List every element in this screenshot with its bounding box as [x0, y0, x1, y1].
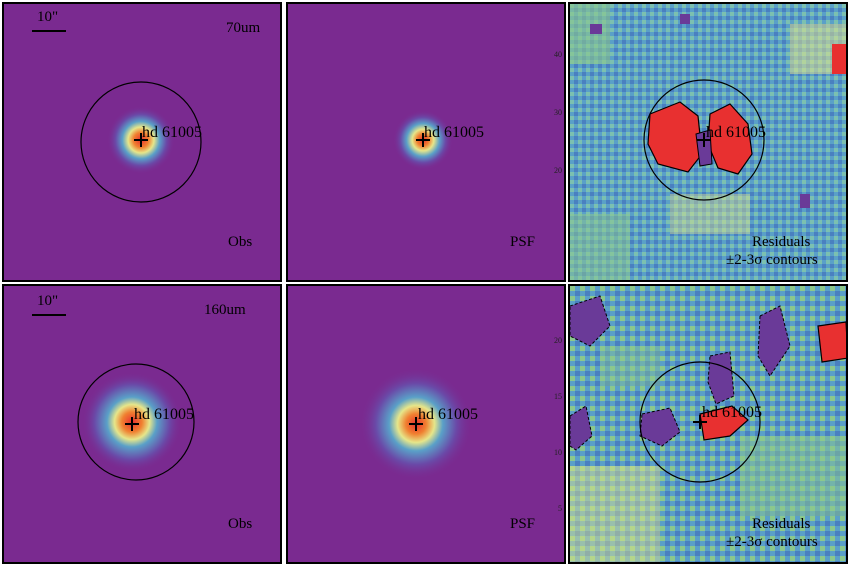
- scale-bar: [32, 30, 66, 32]
- scale-bar: [32, 314, 66, 316]
- panel-label: PSF: [510, 516, 536, 532]
- source-marker: [416, 133, 430, 147]
- source-label: hd 61005: [706, 124, 766, 141]
- source-label: hd 61005: [702, 404, 762, 421]
- panel-label: PSF: [510, 234, 536, 250]
- scale-label: 10": [37, 9, 59, 25]
- source-label: hd 61005: [424, 124, 484, 141]
- residual-image-70um: [570, 4, 846, 280]
- panel-70um-psf: 40 30 20 hd 61005 PSF: [286, 2, 566, 282]
- panel-label: Obs: [228, 516, 253, 532]
- psf-image-160um: [288, 286, 564, 562]
- source-marker: [693, 415, 707, 429]
- source-marker: [125, 417, 139, 431]
- y-tick: 20: [554, 166, 562, 175]
- scale-label: 10": [37, 293, 59, 309]
- panel-label-residuals: Residuals: [752, 516, 811, 532]
- y-tick: 40: [554, 50, 562, 59]
- band-label: 70um: [226, 20, 261, 36]
- obs-image-70um: [4, 4, 280, 280]
- panel-160um-residuals: hd 61005 Residuals ±2-3σ contours: [568, 284, 848, 564]
- panel-160um-obs: 10" 160um hd 61005 Obs: [2, 284, 282, 564]
- source-label: hd 61005: [134, 406, 194, 423]
- obs-image-160um: [4, 286, 280, 562]
- panel-label-contours: ±2-3σ contours: [726, 252, 818, 268]
- source-marker: [409, 417, 423, 431]
- source-label: hd 61005: [142, 124, 202, 141]
- source-marker: [134, 133, 148, 147]
- psf-image-70um: [288, 4, 564, 280]
- y-tick: 15: [554, 392, 562, 401]
- band-label: 160um: [204, 302, 246, 318]
- y-tick: 20: [554, 336, 562, 345]
- source-marker: [697, 133, 711, 147]
- panel-70um-obs: 10" 70um hd 61005 Obs: [2, 2, 282, 282]
- y-tick: 30: [554, 108, 562, 117]
- y-tick: 5: [558, 504, 562, 513]
- panel-70um-residuals: hd 61005 Residuals ±2-3σ contours: [568, 2, 848, 282]
- panel-label-contours: ±2-3σ contours: [726, 534, 818, 550]
- panel-160um-psf: 20 15 10 5 hd 61005 PSF: [286, 284, 566, 564]
- panel-label-residuals: Residuals: [752, 234, 811, 250]
- source-label: hd 61005: [418, 406, 478, 423]
- y-tick: 10: [554, 448, 562, 457]
- panel-label: Obs: [228, 234, 253, 250]
- residual-image-160um: [570, 286, 846, 562]
